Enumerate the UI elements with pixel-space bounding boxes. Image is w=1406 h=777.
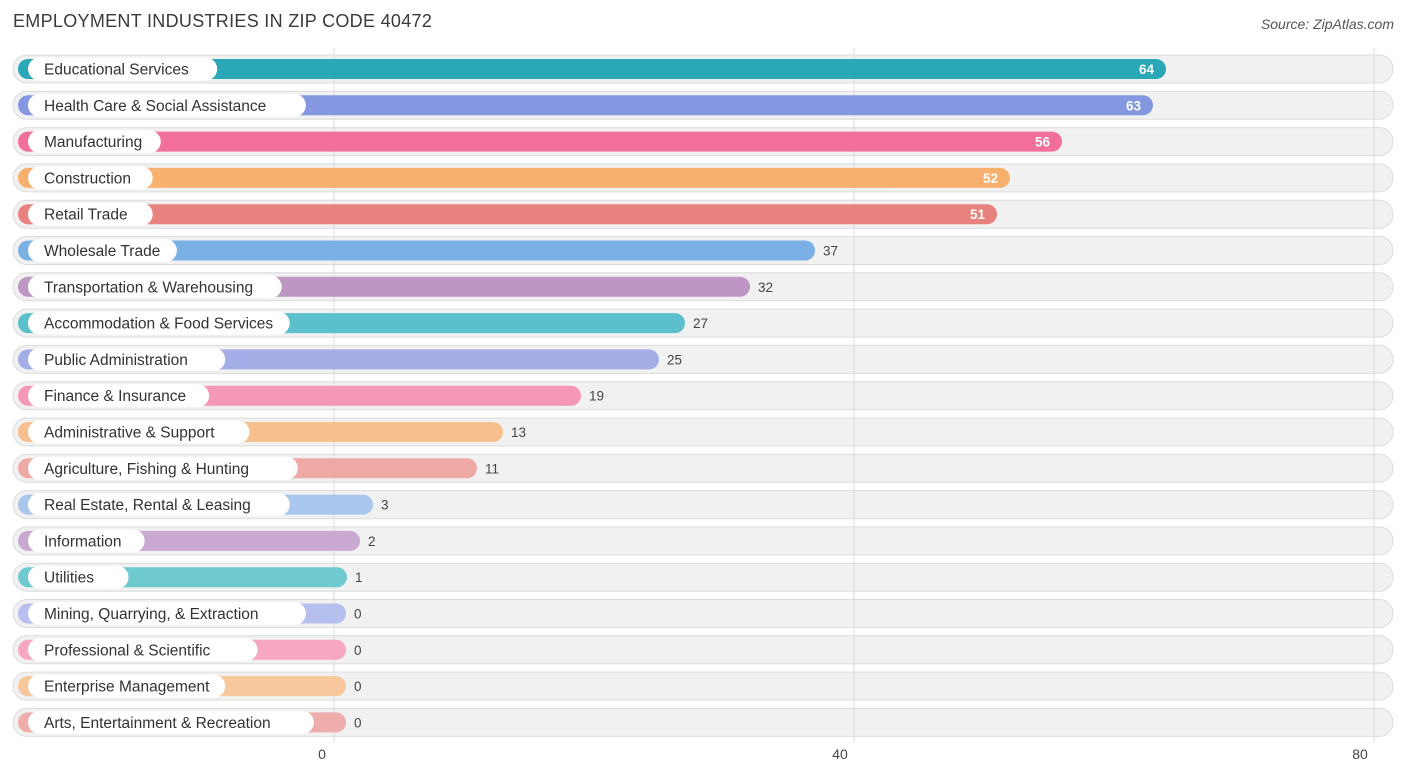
category-label-pill xyxy=(28,347,226,371)
row-track xyxy=(12,635,1394,665)
category-label-pill xyxy=(28,710,314,734)
category-label-pill xyxy=(28,166,153,190)
category-label: Enterprise Management xyxy=(44,679,210,696)
value-label: 63 xyxy=(1126,98,1142,113)
row-track xyxy=(12,671,1394,701)
category-label: Real Estate, Rental & Leasing xyxy=(44,497,251,514)
category-label: Manufacturing xyxy=(44,134,142,151)
value-label: 0 xyxy=(354,607,362,622)
category-label: Construction xyxy=(44,170,131,187)
category-label: Information xyxy=(44,533,122,550)
value-label: 0 xyxy=(354,715,362,730)
category-label-pill xyxy=(28,275,282,299)
category-label: Public Administration xyxy=(44,352,188,369)
category-label-pill xyxy=(28,638,258,662)
category-label-pill xyxy=(28,384,210,408)
value-label: 32 xyxy=(758,280,773,295)
category-label-pill xyxy=(28,456,298,480)
value-label: 37 xyxy=(823,244,838,259)
category-label: Accommodation & Food Services xyxy=(44,316,273,333)
bar xyxy=(18,131,1062,152)
value-label: 2 xyxy=(368,534,376,549)
category-label-pill xyxy=(28,311,290,335)
value-label: 25 xyxy=(667,352,682,367)
value-label: 19 xyxy=(589,389,604,404)
chart-title: EMPLOYMENT INDUSTRIES IN ZIP CODE 40472 xyxy=(13,11,433,31)
row-track xyxy=(12,599,1394,628)
value-label: 52 xyxy=(983,171,998,186)
value-label: 64 xyxy=(1139,62,1155,77)
bar xyxy=(18,240,815,261)
category-label: Transportation & Warehousing xyxy=(44,279,253,296)
category-label-pill xyxy=(28,565,129,589)
category-label: Educational Services xyxy=(44,62,189,79)
category-label-pill xyxy=(28,420,250,444)
category-label-pill xyxy=(28,57,218,81)
value-label: 13 xyxy=(511,425,526,440)
category-label: Utilities xyxy=(44,570,94,587)
category-label-pill xyxy=(28,93,306,117)
category-label: Arts, Entertainment & Recreation xyxy=(44,715,271,732)
value-label: 0 xyxy=(354,679,362,694)
category-label-pill xyxy=(28,202,153,226)
category-label: Mining, Quarrying, & Extraction xyxy=(44,606,259,623)
bar xyxy=(18,167,1010,188)
value-label: 51 xyxy=(970,207,986,222)
row-track xyxy=(12,562,1394,592)
category-label-pill xyxy=(28,602,306,625)
category-label: Retail Trade xyxy=(44,207,128,224)
value-label: 3 xyxy=(381,498,389,513)
row-track xyxy=(12,526,1394,556)
value-label: 0 xyxy=(354,643,362,658)
category-label: Professional & Scientific xyxy=(44,642,211,659)
category-label-pill xyxy=(28,239,177,262)
value-label: 56 xyxy=(1035,135,1051,150)
category-label-pill xyxy=(28,130,161,154)
category-label: Finance & Insurance xyxy=(44,388,186,405)
category-label: Health Care & Social Assistance xyxy=(44,98,266,115)
category-label: Administrative & Support xyxy=(44,425,215,442)
x-tick-label: 0 xyxy=(318,746,326,762)
category-label-pill xyxy=(28,493,290,517)
bar xyxy=(18,59,1166,79)
value-label: 11 xyxy=(485,461,499,476)
x-tick-label: 40 xyxy=(832,746,848,762)
category-label: Wholesale Trade xyxy=(44,243,160,260)
value-label: 1 xyxy=(355,570,363,585)
category-label-pill xyxy=(28,674,226,698)
category-label: Agriculture, Fishing & Hunting xyxy=(44,461,249,478)
x-tick-label: 80 xyxy=(1352,746,1368,762)
category-label-pill xyxy=(28,529,145,553)
bar xyxy=(18,204,997,225)
value-label: 27 xyxy=(693,316,708,331)
chart-source: Source: ZipAtlas.com xyxy=(1260,16,1394,32)
row-track xyxy=(12,707,1394,737)
